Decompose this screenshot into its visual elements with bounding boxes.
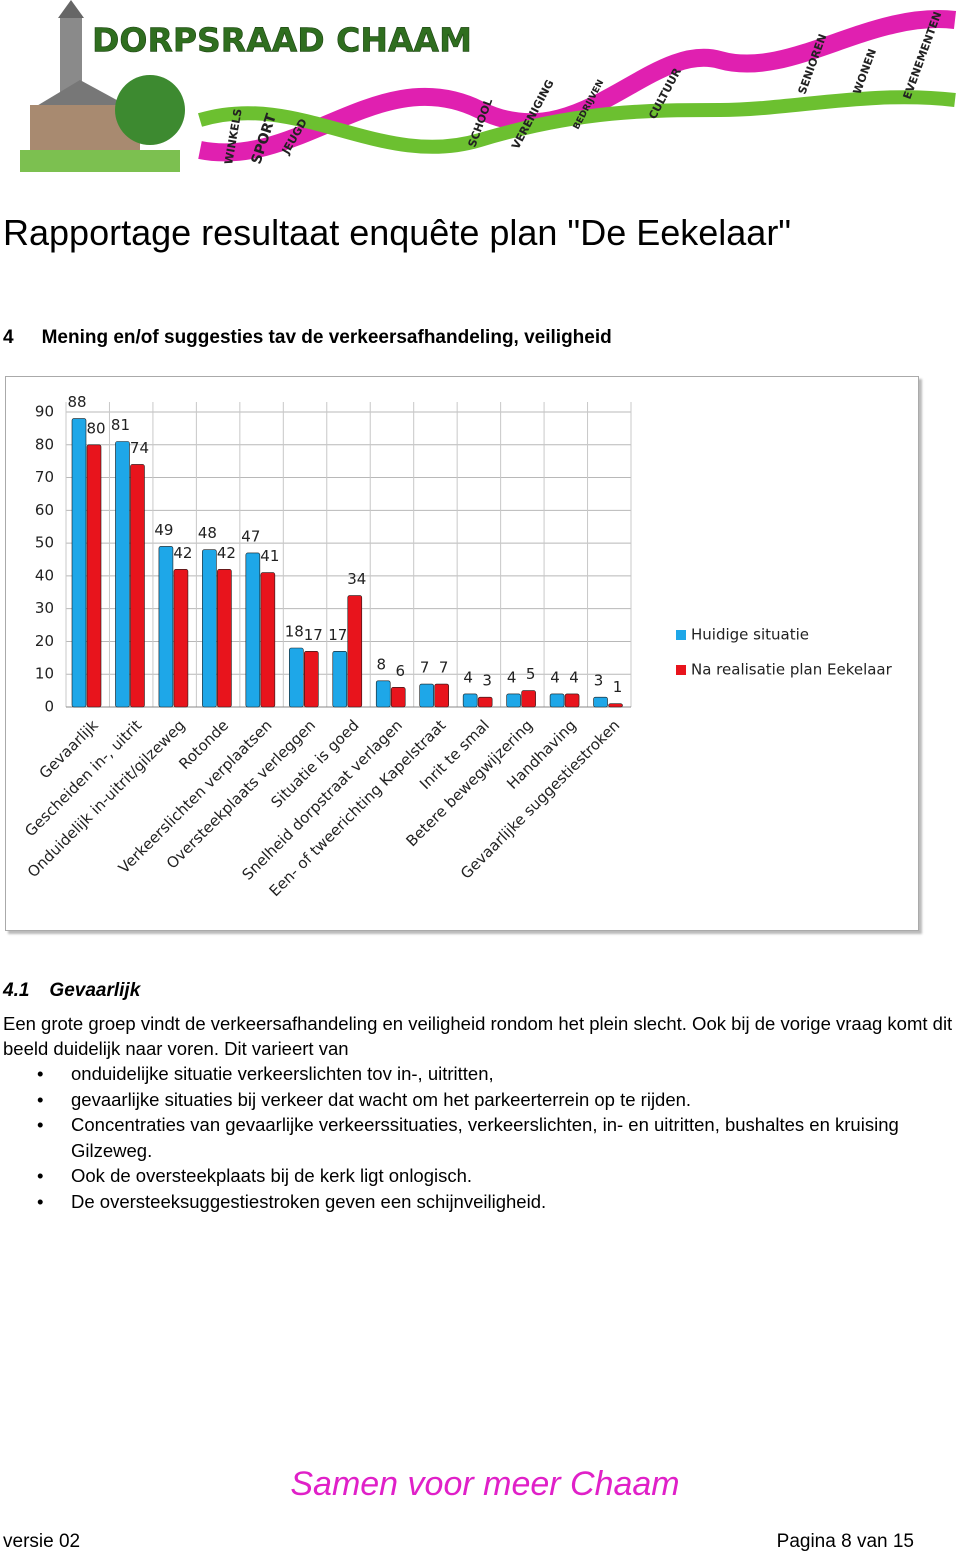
subsection-heading: 4.1 Gevaarlijk	[3, 980, 140, 1002]
data-label: 4	[550, 668, 560, 686]
data-label: 1	[613, 678, 623, 696]
bar	[549, 693, 565, 708]
data-label: 4	[507, 668, 517, 686]
bar	[130, 464, 145, 708]
y-tick-label: 70	[35, 468, 54, 486]
bar	[217, 569, 232, 708]
data-label: 3	[482, 672, 492, 690]
section-title: Mening en/of suggesties tav de verkeersa…	[41, 327, 612, 348]
bar	[608, 703, 623, 708]
y-tick-label: 40	[35, 566, 54, 584]
bullet-item: Ook de oversteekplaats bij de kerk ligt …	[0, 1163, 955, 1189]
bar	[477, 696, 493, 708]
grass	[20, 150, 180, 172]
x-tick-label: Gevaarlijke suggestiestroken	[457, 716, 623, 882]
bar	[390, 687, 406, 708]
data-label: 7	[420, 659, 430, 677]
subsection-number: 4.1	[3, 980, 30, 1001]
bar	[260, 572, 276, 708]
subsection-title: Gevaarlijk	[49, 980, 141, 1001]
y-tick-label: 20	[35, 632, 54, 650]
data-label: 88	[67, 393, 86, 411]
bar	[347, 595, 363, 708]
bar	[115, 441, 130, 708]
section-number: 4	[3, 327, 14, 348]
bar	[289, 647, 304, 708]
bar	[593, 696, 608, 708]
bar	[202, 549, 217, 708]
tree	[115, 75, 185, 145]
page-title: Rapportage resultaat enquête plan "De Ee…	[3, 212, 792, 253]
bar	[419, 683, 434, 708]
bar	[375, 680, 391, 708]
bullet-item: Concentraties van gevaarlijke verkeerssi…	[0, 1112, 955, 1163]
bar	[434, 683, 449, 708]
data-label: 42	[173, 544, 192, 562]
data-label: 74	[130, 439, 149, 457]
y-tick-label: 80	[35, 435, 54, 453]
x-tick-label: Onduidelijk in-uitrit/gilzeweg	[24, 716, 189, 881]
data-label: 41	[260, 547, 279, 565]
data-label: 18	[285, 623, 304, 641]
y-tick-label: 50	[35, 534, 54, 552]
church-spire	[58, 0, 84, 18]
bar	[462, 693, 478, 708]
data-label: 49	[154, 521, 173, 539]
bullet-item: De oversteeksuggestiestroken geven een s…	[0, 1189, 955, 1215]
helix-strand	[197, 90, 956, 154]
bar	[304, 650, 319, 708]
logo-title: DORPSRAAD CHAAM	[92, 21, 472, 60]
data-label: 42	[217, 544, 236, 562]
footer-version: versie 02	[3, 1531, 81, 1552]
bar	[71, 418, 87, 708]
y-tick-label: 10	[35, 665, 54, 683]
bar	[521, 690, 536, 708]
data-label: 48	[198, 524, 217, 542]
data-label: 4	[569, 668, 579, 686]
church-roof	[30, 80, 135, 110]
legend-swatch	[676, 665, 686, 675]
data-label: 17	[328, 626, 347, 644]
bullet-item: onduidelijke situatie verkeerslichten to…	[0, 1061, 955, 1087]
bullet-item: gevaarlijke situaties bij verkeer dat wa…	[0, 1087, 955, 1113]
data-label: 4	[463, 668, 473, 686]
bar	[506, 693, 521, 708]
bar	[332, 650, 348, 708]
helix-word: WONEN	[851, 47, 879, 96]
data-label: 80	[86, 419, 105, 437]
bar	[173, 569, 189, 708]
data-label: 34	[347, 570, 366, 588]
x-tick-label: Snelheid dorpstraat verlagen	[239, 716, 406, 883]
legend-label: Huidige situatie	[691, 626, 809, 644]
data-label: 6	[395, 662, 405, 680]
legend-label: Na realisatie plan Eekelaar	[691, 661, 893, 679]
bar	[86, 444, 102, 708]
bar	[158, 546, 174, 708]
data-label: 8	[376, 655, 386, 673]
footer-slogan: Samen voor meer Chaam	[290, 1465, 680, 1503]
data-label: 47	[241, 527, 260, 545]
y-tick-label: 60	[35, 501, 54, 519]
data-label: 81	[111, 416, 130, 434]
bar	[564, 693, 580, 708]
data-label: 5	[526, 665, 536, 683]
bar	[245, 552, 261, 708]
data-label: 3	[594, 672, 604, 690]
chart: 01020304050607080908880Gevaarlijk8174Ges…	[21, 393, 893, 900]
data-label: 7	[439, 659, 449, 677]
header-banner: DORPSRAAD CHAAM WINKELS SPORT JEUGD SCHO…	[20, 0, 957, 172]
paragraph: Een grote groep vindt de verkeersafhande…	[3, 1013, 953, 1059]
section-heading: 4 Mening en/of suggesties tav de verkeers…	[3, 327, 612, 349]
footer-page: Pagina 8 van 15	[776, 1531, 914, 1552]
y-tick-label: 0	[44, 698, 54, 716]
bullet-list: onduidelijke situatie verkeerslichten to…	[0, 1061, 955, 1214]
chart-frame: 0 10 20 30 40 50 60 70 80 90 88 80 Gevaarlijk 81 74 Ges…	[5, 376, 919, 931]
data-label: 17	[304, 626, 323, 644]
y-tick-label: 30	[35, 599, 54, 617]
legend-swatch	[676, 630, 686, 640]
y-tick-label: 90	[35, 403, 54, 421]
